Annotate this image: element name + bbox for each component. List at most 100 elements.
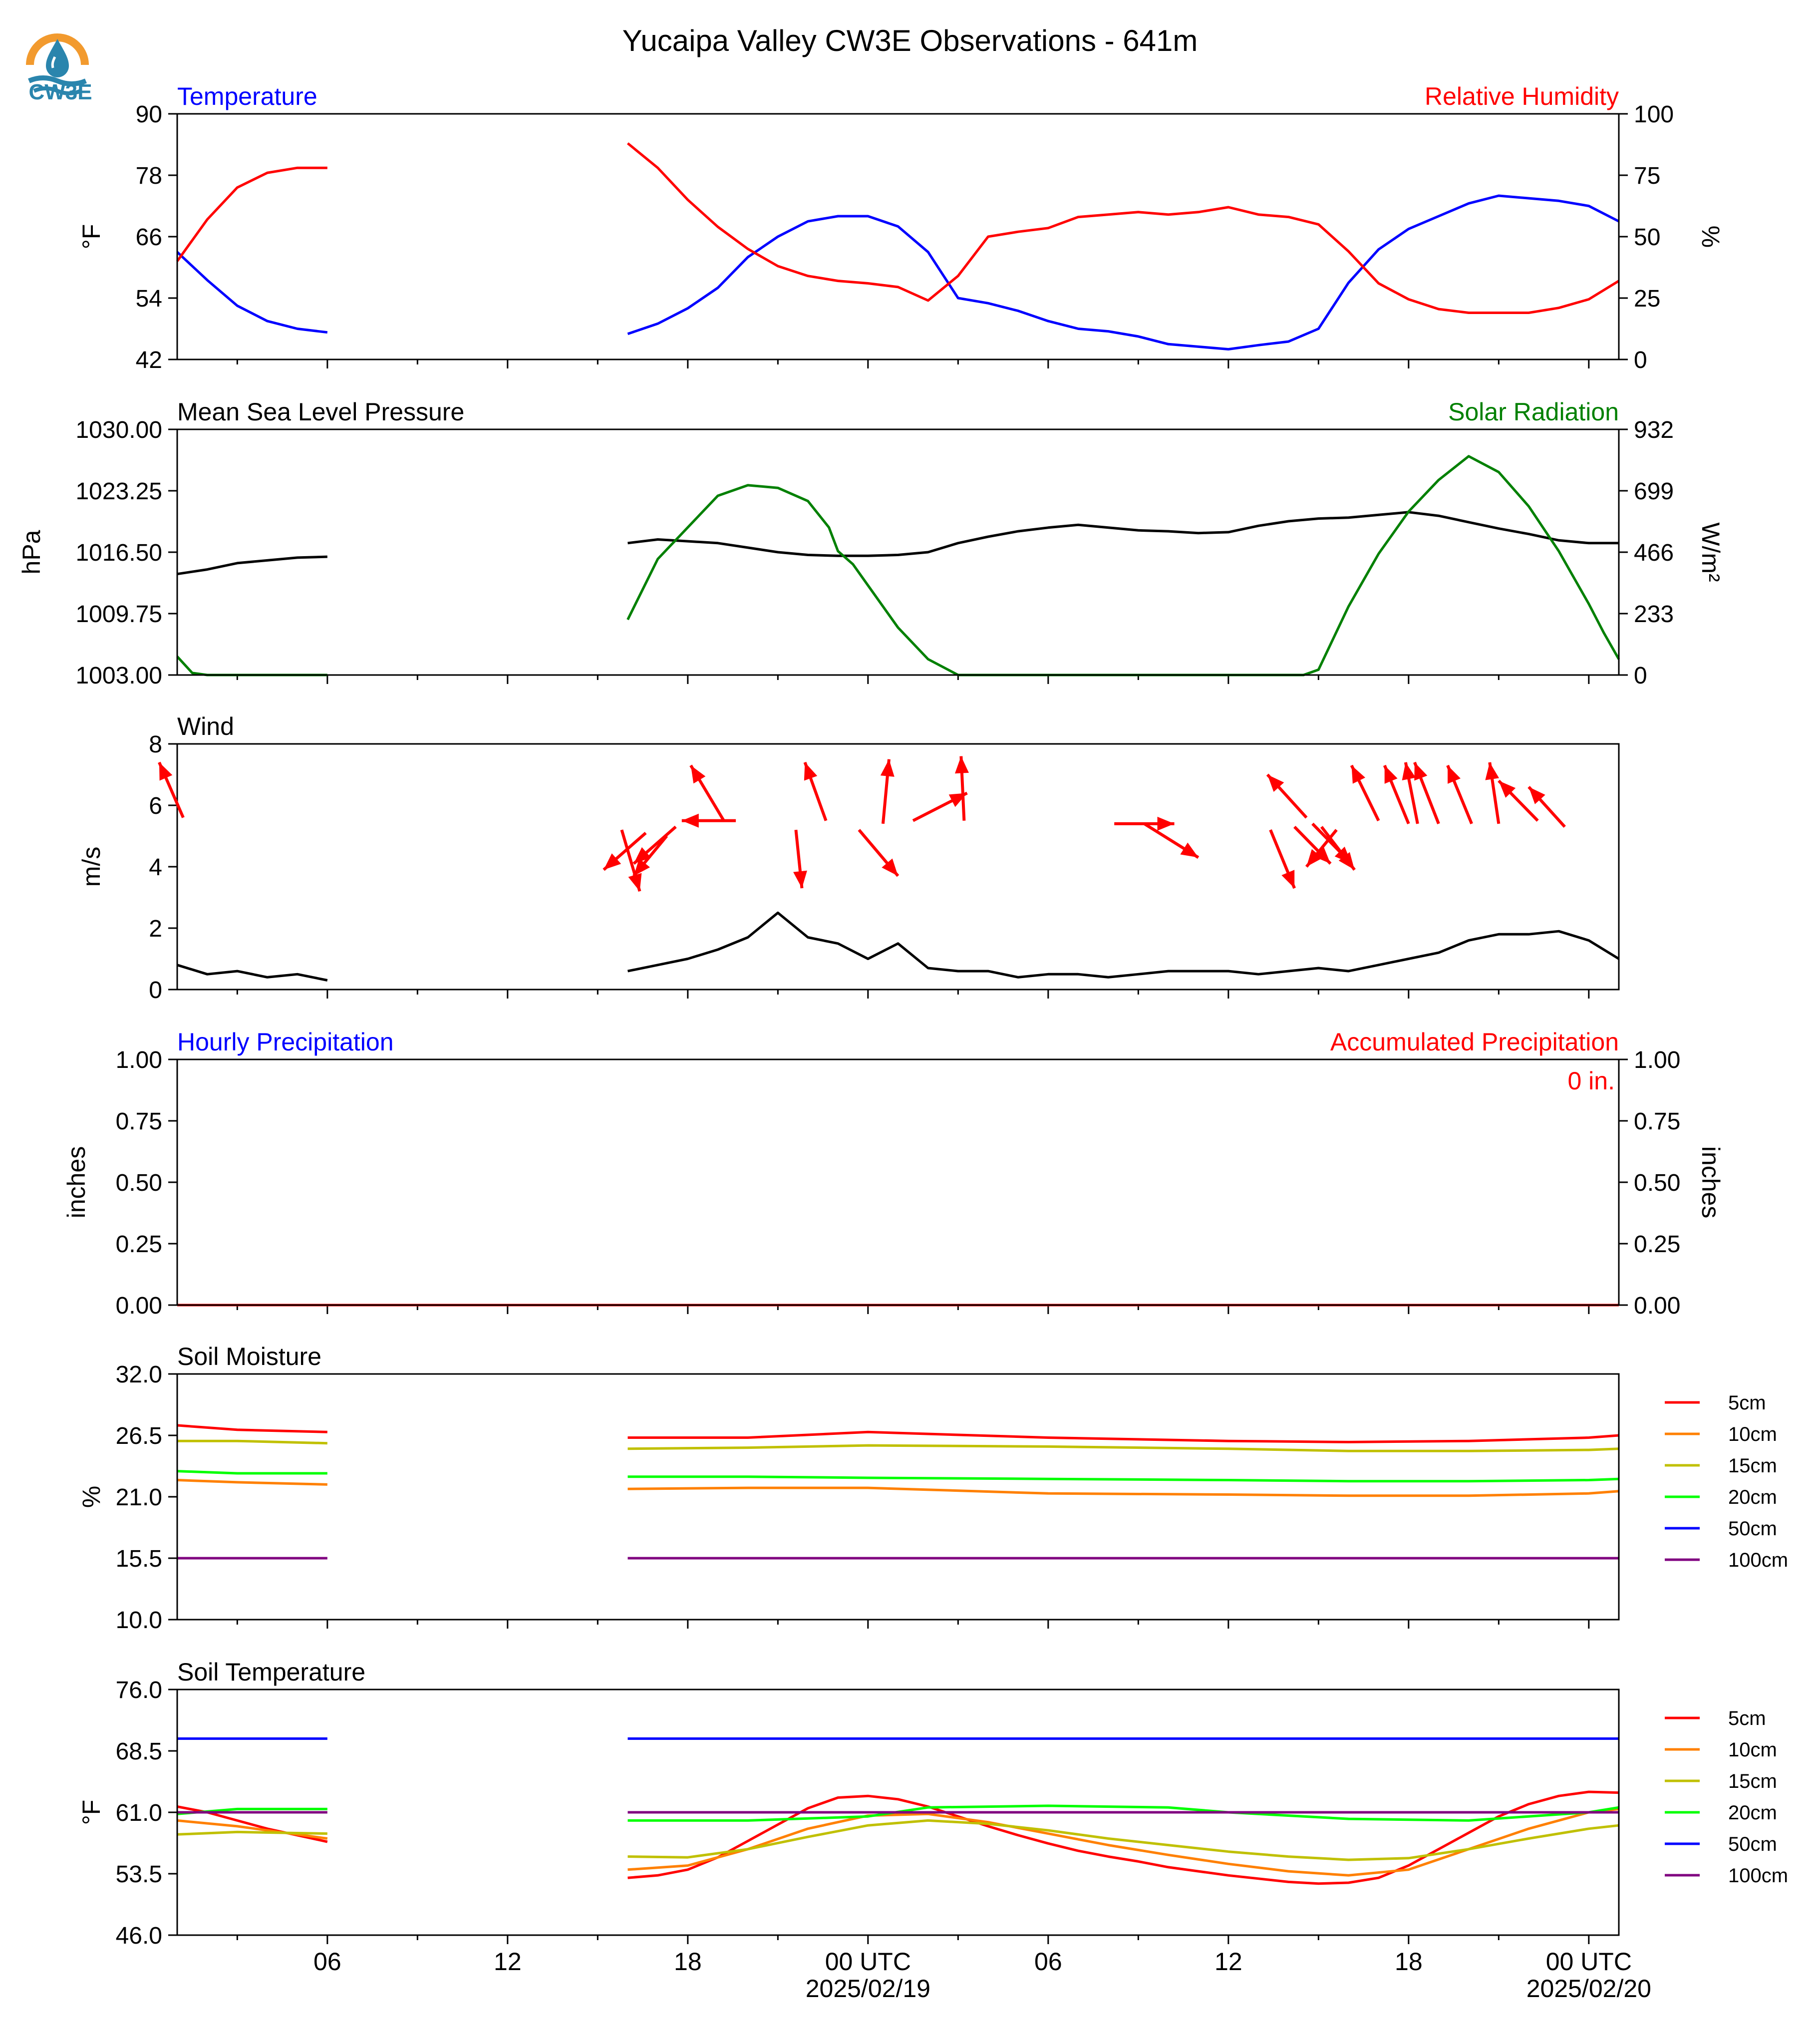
legend-label: 10cm [1728,1423,1777,1445]
legend-label: 20cm [1728,1486,1777,1508]
xtick-label: 12 [494,1948,522,1976]
soilt-series-1-segment-1 [627,1807,1619,1877]
legend-label: 10cm [1728,1739,1777,1761]
wind-arrow-head [1528,787,1545,804]
xtick-label: 06 [1034,1948,1062,1976]
precip-ytick-label-right: 0.50 [1634,1170,1680,1196]
logo-text: CW3E [28,80,92,104]
legend-label: 100cm [1728,1549,1788,1571]
precip-ylabel-left: inches [62,1146,90,1219]
temp-ylabel-right: % [1697,226,1725,248]
xtick-label: 18 [674,1948,702,1976]
soilt-series-0-segment-1 [627,1790,1619,1885]
wind-arrow-head [880,759,895,777]
pressure-series-0-segment-1 [627,511,1619,557]
temp-series-1-segment-1 [626,142,1620,314]
soilt-ylabel-left: °F [77,1800,105,1825]
pressure-series-1-segment-1 [626,455,1620,677]
wind-arrow-head [690,765,706,784]
precip-ylabel-right: inches [1697,1146,1725,1219]
wind-ytick-label-left: 8 [149,731,162,758]
pressure-ylabel-left: hPa [17,530,45,574]
wind-arrow-head [1499,780,1516,798]
xtick-label: 06 [313,1948,341,1976]
temp-ylabel-left: °F [77,224,105,250]
soilm-ytick-label-left: 10.0 [116,1607,162,1634]
soilm-series-1-segment-0 [177,1479,327,1486]
pressure-ytick-label-right: 233 [1634,601,1674,628]
pressure-ytick-label-left: 1016.50 [75,540,162,566]
soilt-ytick-label-left: 46.0 [116,1923,162,1949]
soilt-ytick-label-left: 76.0 [116,1677,162,1703]
wind-ytick-label-left: 4 [149,854,162,881]
xtick-date-label: 2025/02/19 [806,1975,930,2003]
wind-arrow-head [159,762,173,781]
pressure-ytick-label-left: 1009.75 [75,601,162,628]
temp-series-0-segment-1 [627,194,1620,350]
wind-ylabel-left: m/s [77,847,105,887]
pressure-series-1-segment-0 [176,656,327,677]
precip-ytick-label-left: 0.25 [116,1231,162,1258]
precip-ytick-label-right: 0.75 [1634,1108,1680,1135]
logo-drop [46,39,69,77]
temp-ytick-label-right: 50 [1634,224,1660,251]
temp-series-1-segment-0 [176,166,327,262]
cw3e-logo-icon [26,33,89,95]
soilt-ytick-label-left: 68.5 [116,1738,162,1765]
wind-arrow-head [1448,765,1461,784]
temp-ytick-label-left: 54 [136,286,162,312]
pressure-ytick-label-left: 1023.25 [75,478,162,505]
temp-title-left: Temperature [177,82,317,110]
wind-arrow-head [1306,849,1323,867]
soilm-series-1-segment-1 [627,1486,1619,1497]
wind-series-0-segment-0 [177,964,328,982]
wind-arrow-head [882,858,898,876]
legend-label: 50cm [1728,1833,1777,1855]
legend-label: 20cm [1728,1802,1777,1824]
precip-ytick-label-left: 0.50 [116,1170,162,1196]
wind-arrow-head [1157,816,1175,831]
legend-label: 15cm [1728,1770,1777,1792]
soilm-ytick-label-left: 21.0 [116,1484,162,1511]
xtick-label: 00 UTC [825,1948,911,1976]
pressure-title-left: Mean Sea Level Pressure [177,398,464,426]
precip-ytick-label-left: 0.00 [116,1293,162,1319]
temp-ytick-label-left: 66 [136,224,162,251]
soilm-series-0-segment-1 [627,1430,1619,1443]
soilt-series-3-segment-1 [627,1804,1619,1822]
soilm-series-3-segment-0 [177,1470,327,1475]
wind-arrow-head [804,762,818,781]
precip-title-left: Hourly Precipitation [177,1028,394,1056]
legend-label: 5cm [1728,1707,1766,1729]
wind-arrow-head [1267,774,1284,792]
wind-ytick-label-left: 2 [149,916,162,942]
soilm-plot-frame [176,1373,1620,1621]
precip-ytick-label-left: 1.00 [116,1047,162,1073]
temp-series-0-segment-0 [176,251,328,334]
temp-ytick-label-right: 75 [1634,163,1660,189]
pressure-series-0-segment-0 [177,555,327,576]
wind-ytick-label-left: 6 [149,793,162,819]
logo-wave-1 [28,75,87,86]
xtick-label: 00 UTC [1546,1948,1632,1976]
pressure-plot-frame [176,428,1620,676]
precip-ytick-label-right: 0.25 [1634,1231,1680,1258]
wind-arrow-head [1180,842,1199,858]
wind-arrow-head [1384,765,1398,784]
soilt-series-1-segment-0 [177,1819,328,1840]
precip-title-right: Accumulated Precipitation [1330,1028,1619,1056]
wind-arrow-head [1338,852,1355,870]
soilm-ytick-label-left: 32.0 [116,1361,162,1388]
soilm-ylabel-left: % [77,1486,105,1508]
soilm-series-0-segment-0 [177,1424,327,1433]
wind-arrow-head [1313,846,1331,864]
soilm-series-2-segment-0 [177,1439,327,1445]
soilt-ytick-label-left: 53.5 [116,1861,162,1888]
temp-plot-frame [176,113,1620,360]
wind-arrow-head [1414,762,1428,781]
wind-arrow-head [1351,765,1366,784]
soilm-ytick-label-left: 15.5 [116,1546,162,1572]
soilt-series-2-segment-0 [177,1830,327,1836]
xtick-date-label: 2025/02/20 [1526,1975,1651,2003]
